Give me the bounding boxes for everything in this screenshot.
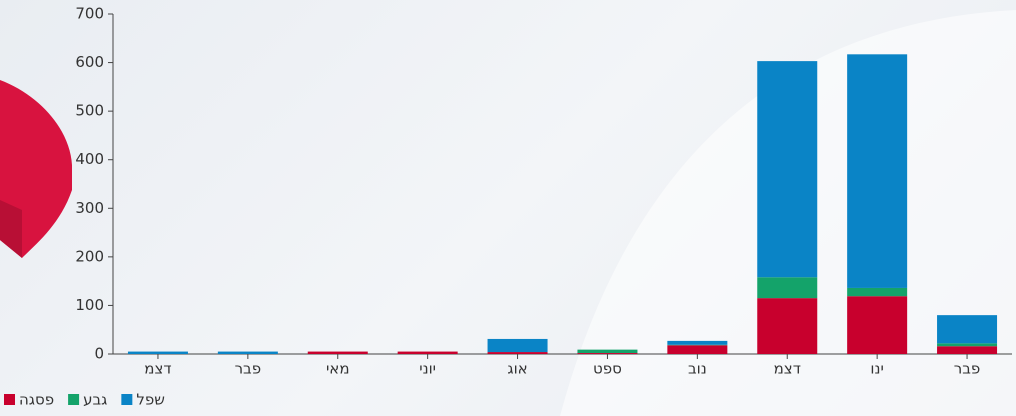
bar-segment	[308, 352, 368, 354]
bar-segment	[667, 345, 727, 354]
y-tick-label: 200	[75, 247, 104, 265]
x-tick-label: אוג	[507, 360, 527, 378]
bar-segment	[128, 352, 188, 354]
x-tick-label: מאי	[326, 360, 350, 378]
bar-segment	[847, 296, 907, 354]
bar-segment	[577, 350, 637, 353]
x-tick-label: יוני	[419, 360, 436, 378]
y-tick-label: 300	[75, 199, 104, 217]
bar-segment	[667, 341, 727, 345]
bar-segment	[577, 353, 637, 354]
y-tick-label: 600	[75, 53, 104, 71]
legend-swatch	[4, 394, 15, 405]
y-tick-label: 400	[75, 150, 104, 168]
y-tick-label: 100	[75, 296, 104, 314]
chart: 0 100 200 300 400 500 600 700 דצמ פבר מאי יוני אוג ספ…	[0, 0, 1016, 416]
x-tick-label: דצמ	[144, 360, 171, 378]
y-tick-label: 700	[75, 5, 104, 23]
y-tick-label: 500	[75, 102, 104, 120]
bar-segment	[937, 343, 997, 346]
y-tick-label: 0	[94, 345, 104, 363]
bar-segment	[757, 277, 817, 298]
legend-label: גבע	[83, 391, 107, 409]
bar-segment	[488, 339, 548, 352]
x-tick-label: ינו	[870, 360, 883, 378]
screen: 0 100 200 300 400 500 600 700 דצמ פבר מאי יוני אוג ספ…	[0, 0, 1016, 416]
x-tick-label: דצמ	[774, 360, 801, 378]
bar-segment	[757, 61, 817, 277]
x-tick-label: ספט	[593, 360, 622, 378]
bar-segment	[218, 352, 278, 354]
bar-segment	[488, 352, 548, 354]
x-tick-label: פבר	[235, 360, 262, 378]
bar-segment	[937, 346, 997, 354]
bar-segment	[398, 352, 458, 354]
x-tick-label: פבר	[954, 360, 981, 378]
legend-swatch	[121, 394, 132, 405]
x-tick-label: נוב	[688, 360, 707, 378]
legend-swatch	[68, 394, 79, 405]
bar-segment	[847, 288, 907, 296]
bar-segment	[937, 315, 997, 343]
decorative-shape-side	[0, 200, 22, 258]
bar-segment	[757, 298, 817, 354]
legend-label: פסגה	[19, 391, 54, 409]
bar-segment	[847, 54, 907, 288]
legend-label: שפל	[136, 391, 165, 409]
